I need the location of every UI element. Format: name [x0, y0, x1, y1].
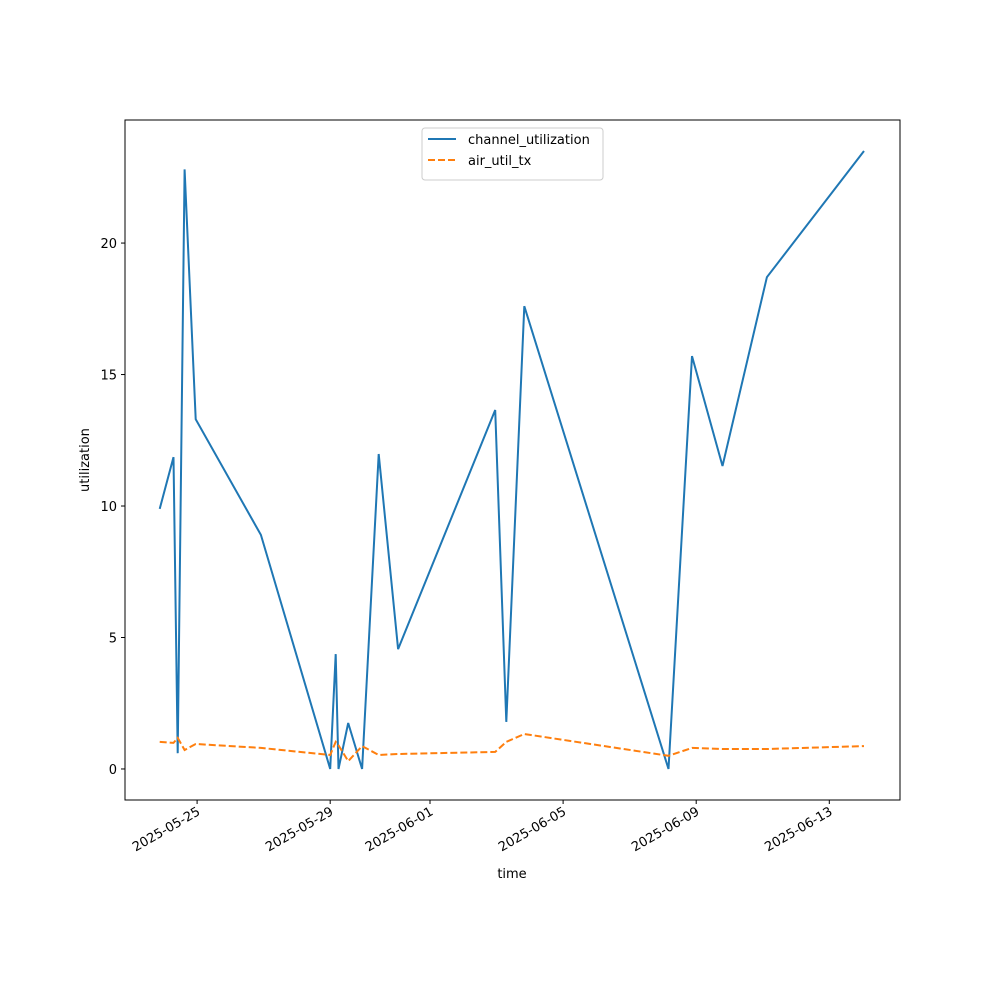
legend-box	[421, 127, 604, 181]
line-series	[159, 732, 865, 763]
legend-label: air_util_tx	[468, 154, 532, 169]
y-tick-label: 10	[100, 500, 117, 515]
x-axis-label: time	[497, 867, 526, 882]
y-axis-label: utilization	[78, 428, 93, 492]
line-series	[158, 150, 865, 770]
legend: channel_utilization air_util_tx	[421, 127, 604, 181]
legend-label: channel_utilization	[468, 133, 590, 148]
y-tick-label: 20	[100, 237, 117, 252]
y-tick-label: 15	[100, 369, 117, 384]
y-tick-label: 5	[109, 631, 117, 646]
plot-frame	[124, 119, 901, 801]
y-tick-label: 0	[109, 763, 117, 778]
